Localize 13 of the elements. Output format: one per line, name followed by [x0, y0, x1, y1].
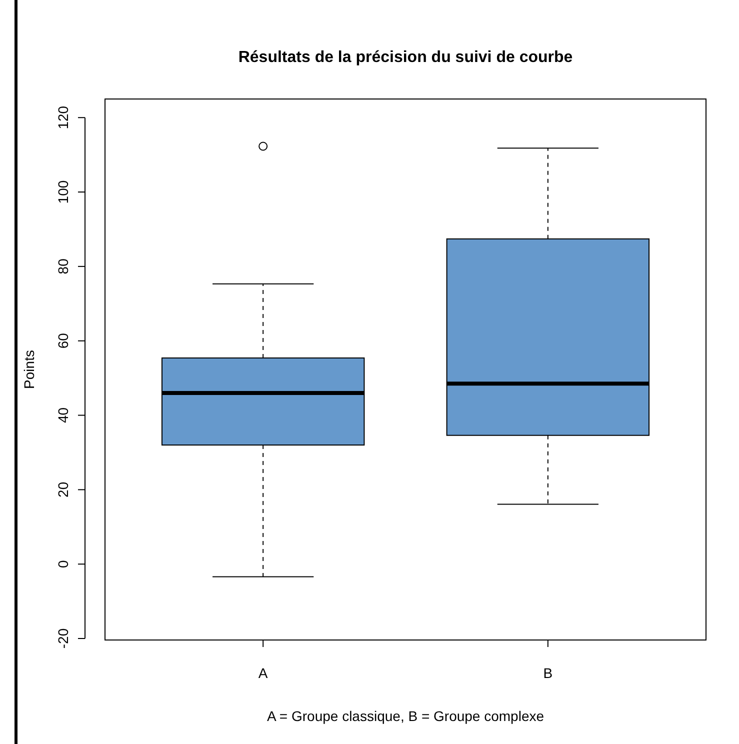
y-tick-label: 0 [55, 560, 71, 568]
x-tick-label: A [258, 665, 268, 681]
y-tick-label: 120 [55, 106, 71, 130]
chart-title: Résultats de la précision du suivi de courbe [238, 49, 573, 66]
y-tick-label: 60 [55, 332, 71, 349]
y-tick-label: 80 [55, 258, 71, 274]
x-tick-label: B [543, 665, 553, 681]
y-tick-label: 40 [55, 407, 71, 424]
y-tick-label: 20 [55, 482, 71, 498]
text: A = Groupe classique, B = Groupe complexe [266, 708, 544, 724]
y-axis-title: Points [21, 350, 37, 389]
y-tick-label: -20 [55, 628, 71, 649]
y-tick-label: 100 [55, 180, 71, 204]
